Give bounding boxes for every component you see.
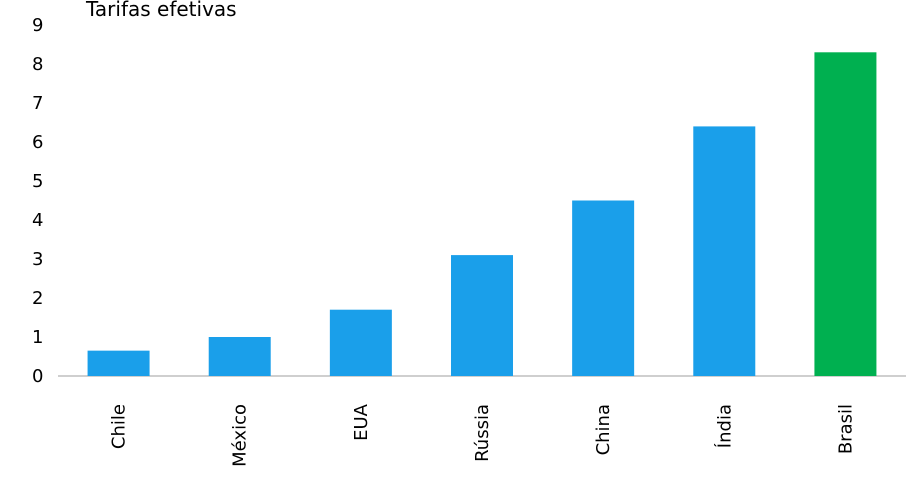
x-tick-label: EUA [351, 403, 372, 441]
y-tick-label: 3 [32, 249, 43, 270]
bar-eua [329, 309, 392, 376]
y-tick-label: 2 [32, 288, 43, 309]
y-tick-label: 0 [32, 366, 43, 387]
y-tick-label: 1 [32, 327, 43, 348]
x-tick-label: Índia [713, 404, 735, 448]
bar-índia [693, 126, 756, 377]
x-axis-labels: Chile México EUA Rússia China Índia Brasil [109, 403, 857, 467]
bar-méxico [208, 337, 271, 376]
y-tick-label: 5 [32, 171, 43, 192]
x-tick-label: China [593, 404, 614, 455]
x-tick-label: Brasil [835, 404, 856, 454]
y-tick-label: 9 [32, 15, 43, 36]
y-tick-label: 4 [32, 210, 43, 231]
bar-chile [87, 350, 150, 376]
y-tick-label: 7 [32, 93, 43, 114]
x-tick-label: Rússia [472, 404, 493, 462]
x-tick-label: Chile [109, 404, 130, 449]
bar-china [572, 200, 635, 376]
chart-title: Tarifas efetivas [85, 0, 237, 21]
y-tick-label: 6 [32, 132, 43, 153]
bar-brasil [814, 52, 877, 377]
x-tick-label: México [230, 404, 251, 467]
y-tick-label: 8 [32, 54, 43, 75]
bar-rússia [451, 255, 513, 376]
y-axis-ticks: 0 1 2 3 4 5 6 7 8 9 [32, 15, 43, 387]
bars [87, 52, 877, 377]
